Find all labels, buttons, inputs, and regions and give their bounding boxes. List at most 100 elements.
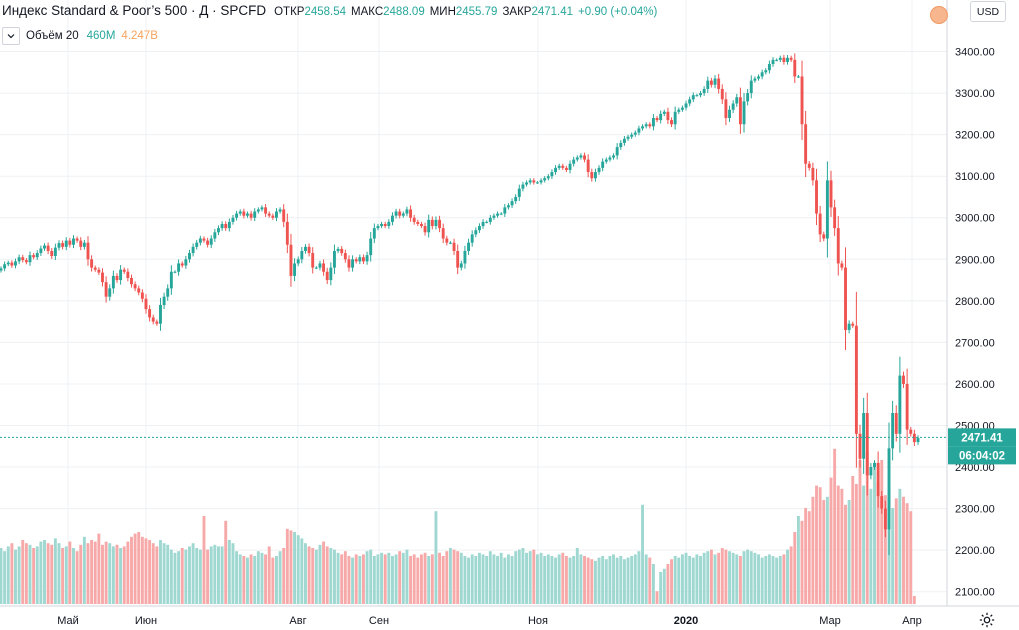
volume-bar [528, 551, 532, 604]
volume-bar [753, 552, 757, 604]
volume-bar [510, 556, 514, 604]
candle-body [804, 124, 808, 164]
collapse-legend-button[interactable] [2, 27, 20, 45]
ohlc-open-value: 2458.54 [304, 6, 347, 18]
volume-bar [666, 564, 670, 604]
volume-bar [782, 554, 786, 604]
candle-body [17, 257, 21, 262]
candle-body [753, 78, 757, 81]
volume-bar [220, 546, 224, 604]
candle-body [369, 238, 373, 256]
candle-body [898, 375, 902, 434]
volume-bar [169, 549, 173, 604]
candle-body [557, 165, 561, 168]
candle-body [778, 57, 782, 60]
candle-body [883, 508, 887, 530]
candle-body [438, 219, 442, 229]
volume-bar [151, 543, 155, 604]
volume-bar [340, 554, 344, 604]
currency-button[interactable]: USD [970, 1, 1006, 22]
ohlc-high-value: 2488.09 [383, 6, 425, 18]
volume-bar [789, 546, 793, 604]
candle-body [738, 97, 742, 125]
volume-bar [883, 495, 887, 604]
candle-body [666, 111, 670, 121]
candle-body [177, 263, 181, 272]
volume-bar [53, 538, 57, 604]
candle-body [53, 247, 57, 256]
candle-body [525, 182, 529, 185]
candle-body [289, 244, 293, 276]
candle-body [854, 325, 858, 434]
candle-body [608, 157, 612, 160]
candle-body [622, 138, 626, 143]
volume-bar [506, 554, 510, 604]
candle-body [304, 246, 307, 251]
volume-bar [514, 551, 518, 604]
x-tick-label: Мар [819, 615, 841, 627]
candle-body [184, 259, 188, 266]
volume-bar [851, 476, 855, 604]
volume-bar [804, 508, 808, 604]
candle-body [474, 230, 478, 235]
volume-bar [322, 541, 326, 604]
candle-body [902, 375, 905, 384]
candle-body [586, 159, 590, 173]
volume-bar [572, 556, 576, 604]
volume-bar [840, 488, 844, 604]
volume-bar [383, 554, 387, 604]
volume-bar [173, 552, 177, 604]
volume-bar [191, 543, 195, 604]
volume-bar [130, 536, 133, 604]
candle-body [456, 250, 460, 268]
candle-body [677, 109, 681, 112]
volume-indicator-label[interactable]: Объём 20 [26, 30, 79, 42]
volume-bar [75, 551, 79, 604]
volume-bar [93, 541, 97, 604]
candle-body [14, 261, 17, 266]
volume-bar [24, 543, 28, 604]
candle-body [6, 262, 10, 265]
candle-body [499, 213, 503, 215]
x-tick-label: Ноя [528, 615, 548, 627]
volume-bar [709, 549, 713, 604]
candle-body [307, 246, 311, 254]
candle-body [713, 78, 717, 85]
candle-body [775, 59, 779, 61]
gear-icon[interactable] [978, 611, 996, 629]
alert-indicator[interactable] [930, 6, 948, 24]
candle-body [126, 271, 130, 278]
volume-bar [564, 556, 568, 604]
volume-bar [3, 551, 7, 604]
candle-body [546, 176, 550, 179]
volume-bar [213, 544, 217, 604]
volume-bar [441, 556, 445, 604]
candle-body [104, 282, 108, 297]
symbol-title[interactable]: Индекс Standard & Poor’s 500 · Д · SPCFD [2, 3, 267, 18]
x-tick-label: 2020 [674, 615, 698, 627]
candle-body [760, 72, 764, 77]
candle-body [231, 217, 235, 222]
candle-body [329, 267, 333, 281]
candle-body [825, 180, 829, 239]
candle-body [673, 111, 677, 125]
candle-body [162, 296, 166, 305]
candle-body [68, 240, 72, 245]
candle-body [441, 228, 445, 239]
volume-bar [786, 549, 789, 604]
candle-body [905, 383, 909, 430]
candle-body [372, 228, 376, 239]
candle-body [767, 64, 771, 71]
candle-body [459, 263, 463, 268]
candle-body [115, 275, 119, 281]
volume-bar [746, 549, 750, 604]
candle-body [680, 107, 684, 110]
candle-body [771, 59, 775, 65]
volume-bar [311, 548, 315, 604]
volume-bar [264, 554, 268, 604]
volume-bar [336, 552, 340, 604]
volume-bar [470, 554, 474, 604]
candle-body [43, 245, 46, 249]
volume-bar [227, 540, 231, 604]
